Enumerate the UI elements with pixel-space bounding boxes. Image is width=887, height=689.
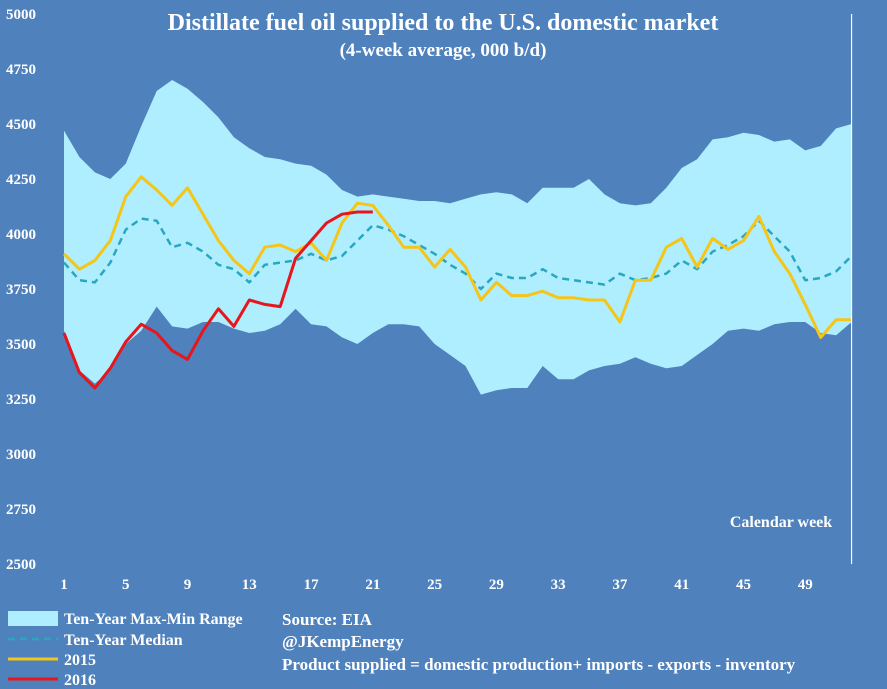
- y-tick-label: 4500: [6, 117, 36, 133]
- legend: Ten-Year Max-Min Range Ten-Year Median 2…: [8, 611, 243, 689]
- chart-subtitle: (4-week average, 000 b/d): [340, 40, 547, 61]
- series-2016-line: [62, 210, 373, 390]
- legend-label-median: Ten-Year Median: [64, 632, 183, 649]
- legend-label-range: Ten-Year Max-Min Range: [64, 611, 243, 628]
- methodology-note: Product supplied = domestic production+ …: [282, 655, 796, 674]
- plot-area: [62, 14, 853, 564]
- y-tick-label: 3500: [6, 337, 36, 353]
- x-tick-label: 21: [365, 577, 380, 593]
- source-notes: Source: EIA @JKempEnergy Product supplie…: [282, 610, 796, 674]
- x-tick-label: 45: [736, 577, 751, 593]
- y-tick-label: 3750: [6, 282, 36, 298]
- author-handle: @JKempEnergy: [282, 632, 404, 651]
- y-tick-label: 2500: [6, 557, 36, 573]
- x-tick-label: 41: [674, 577, 689, 593]
- median-series-line: [63, 217, 853, 291]
- y-tick-label: 5000: [6, 7, 36, 23]
- source-label: Source: EIA: [282, 610, 373, 629]
- x-axis-ticks: 1 5 9 13 17 21 25 29 33 37 41 45 49: [60, 577, 812, 593]
- y-tick-label: 4750: [6, 62, 36, 78]
- y-tick-label: 4250: [6, 172, 36, 188]
- chart-title: Distillate fuel oil supplied to the U.S.…: [168, 10, 719, 36]
- legend-label-2015: 2015: [64, 652, 96, 669]
- y-tick-label: 4000: [6, 227, 36, 243]
- x-tick-label: 17: [304, 577, 320, 593]
- x-tick-label: 29: [489, 577, 504, 593]
- x-tick-label: 33: [551, 577, 566, 593]
- max-min-range-band: [64, 80, 852, 395]
- y-tick-label: 2750: [6, 502, 36, 518]
- series-2015-line: [62, 175, 852, 339]
- x-tick-label: 37: [612, 577, 628, 593]
- x-tick-label: 25: [427, 577, 442, 593]
- x-tick-label: 5: [122, 577, 130, 593]
- x-tick-label: 9: [184, 577, 192, 593]
- x-axis-label: Calendar week: [730, 514, 832, 531]
- x-tick-label: 1: [60, 577, 68, 593]
- x-tick-label: 13: [242, 577, 257, 593]
- y-tick-label: 3000: [6, 447, 36, 463]
- x-tick-label: 49: [798, 577, 813, 593]
- legend-label-2016: 2016: [64, 672, 96, 689]
- y-axis-ticks: 2500 2750 3000 3250 3500 3750 4000 4250 4500 4750…: [6, 7, 36, 573]
- legend-swatch-range: [8, 611, 58, 626]
- y-tick-label: 3250: [6, 392, 36, 408]
